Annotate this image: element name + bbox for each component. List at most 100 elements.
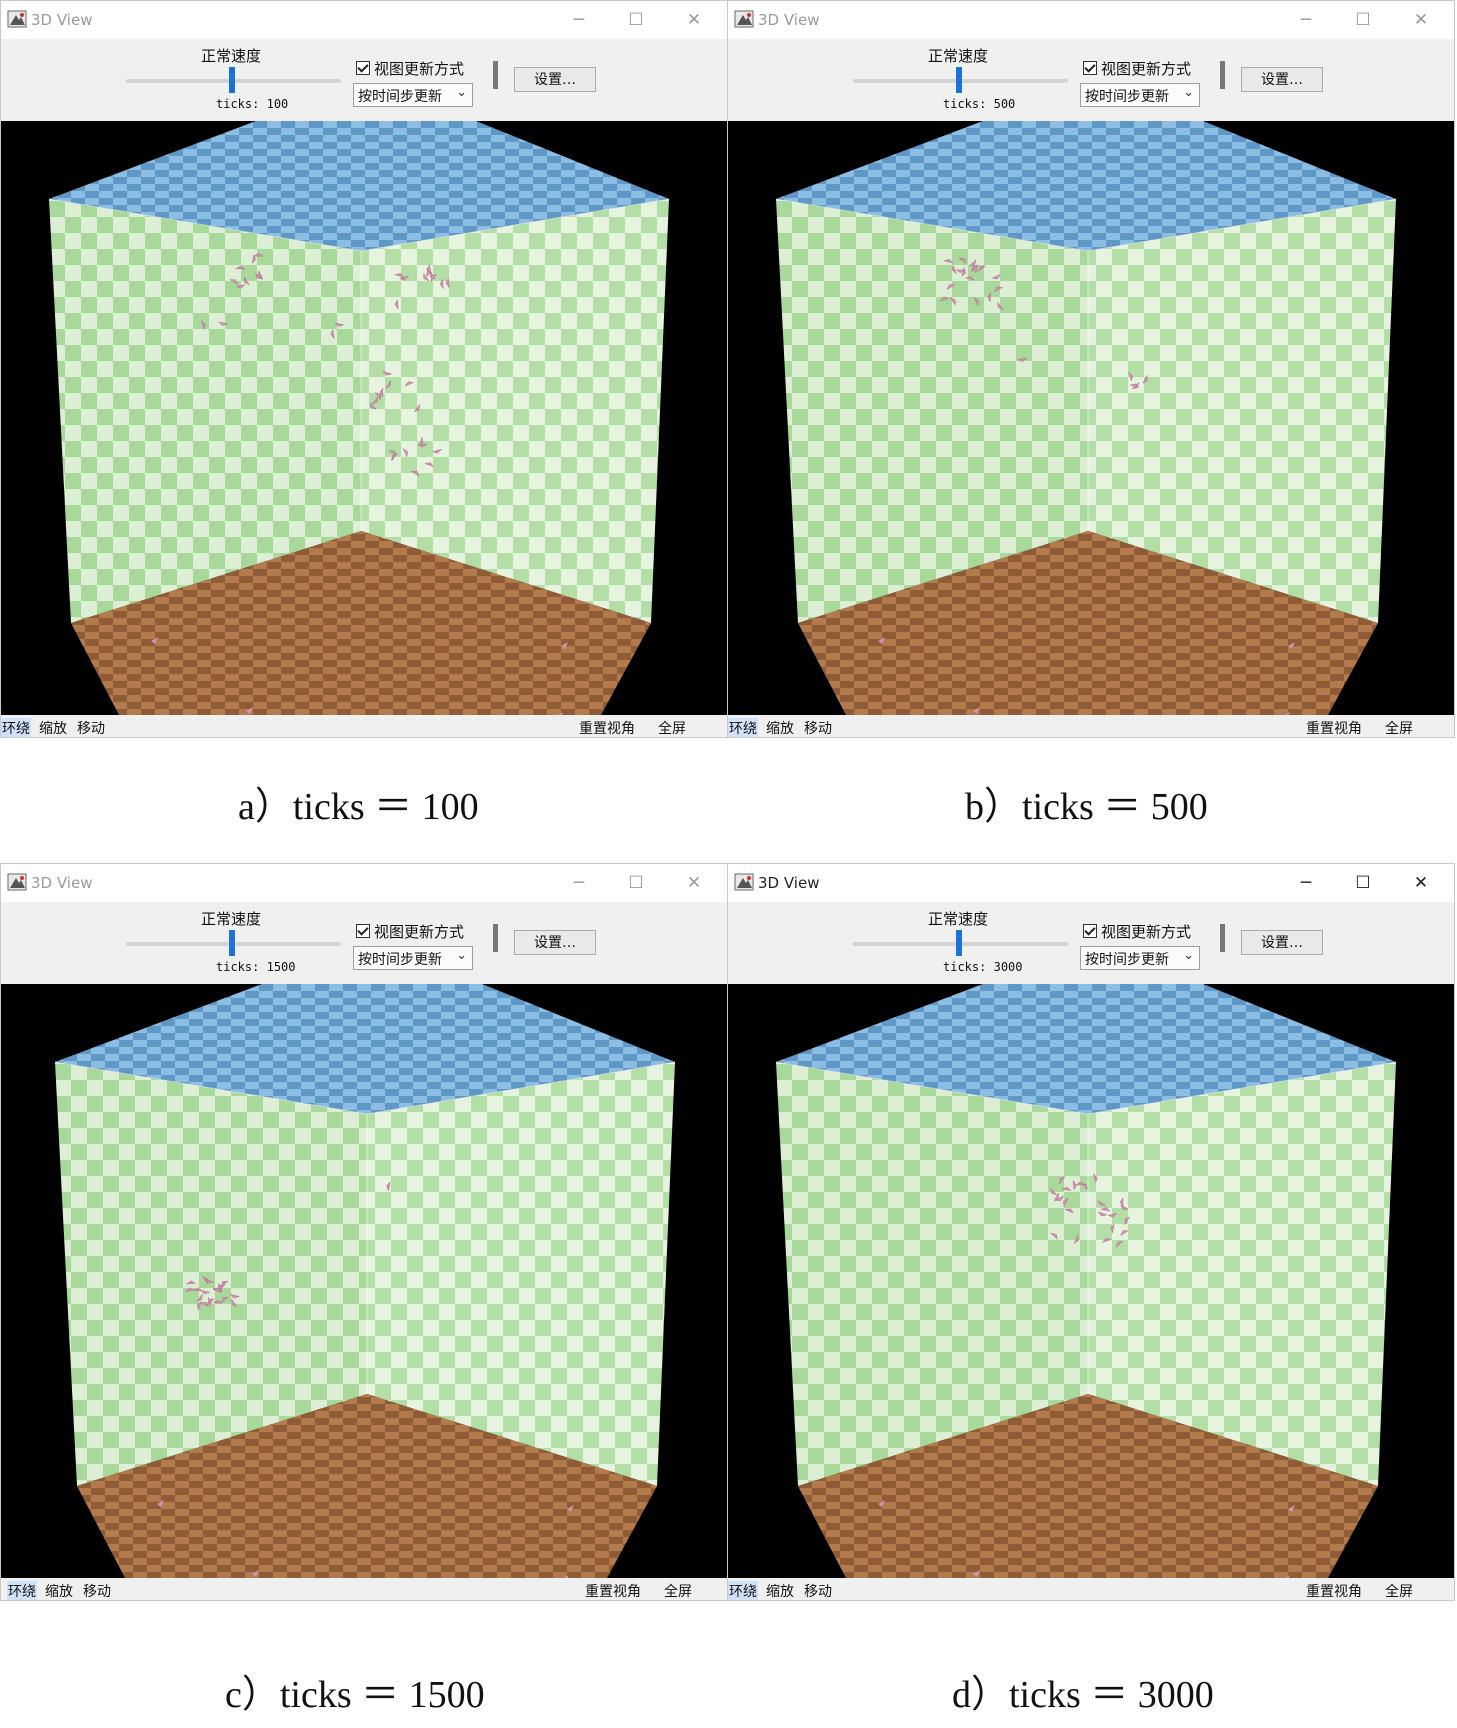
3d-viewport[interactable] (1, 984, 727, 1578)
agent-marker (218, 321, 229, 326)
close-icon[interactable]: ✕ (1413, 10, 1429, 30)
agent-marker (1288, 642, 1295, 649)
agent-marker (252, 1570, 259, 1577)
zoom-mode[interactable]: 缩放 (39, 721, 67, 737)
checkbox-label: 视图更新方式 (374, 60, 465, 78)
dropdown-value: 按时间步更新 (358, 952, 442, 968)
fullscreen-button[interactable]: 全屏 (1385, 721, 1413, 737)
agent-marker (212, 1288, 223, 1294)
settings-button[interactable]: 设置… (1241, 67, 1323, 92)
update-mode-dropdown[interactable]: 按时间步更新 ⌄ (1080, 946, 1200, 970)
maximize-icon[interactable]: ☐ (1355, 873, 1371, 893)
room-group (775, 121, 1397, 715)
settings-button[interactable]: 设置… (514, 67, 596, 92)
agent-marker (1119, 1230, 1129, 1237)
checkbox-icon[interactable] (1083, 924, 1097, 938)
view-update-checkbox[interactable]: 视图更新方式 (356, 921, 464, 942)
move-mode[interactable]: 移动 (77, 721, 105, 737)
agent-marker (192, 1287, 203, 1292)
agent-marker (977, 265, 987, 273)
fullscreen-button[interactable]: 全屏 (658, 721, 686, 737)
speed-slider-thumb[interactable] (229, 67, 235, 93)
agent-marker (386, 1181, 391, 1192)
dropdown-value: 按时间步更新 (1085, 89, 1169, 105)
chevron-down-icon: ⌄ (456, 948, 467, 963)
orbit-mode[interactable]: 环绕 (7, 1581, 37, 1600)
orbit-mode[interactable]: 环绕 (1, 718, 31, 737)
maximize-icon[interactable]: ☐ (628, 873, 644, 893)
title-bar[interactable]: 3D View ─ ☐ ✕ (1, 864, 727, 903)
agent-marker (1100, 1207, 1111, 1212)
close-icon[interactable]: ✕ (686, 873, 702, 893)
3d-viewport[interactable] (1, 121, 727, 715)
fullscreen-button[interactable]: 全屏 (664, 1584, 692, 1600)
agent-marker (939, 296, 950, 302)
title-bar[interactable]: 3D View ─ ☐ ✕ (728, 864, 1454, 903)
reset-view-button[interactable]: 重置视角 (585, 1584, 641, 1600)
agent-marker (374, 391, 381, 401)
speed-slider-thumb[interactable] (229, 930, 235, 956)
floor-plane (77, 1394, 657, 1578)
agent-marker (561, 642, 568, 649)
agent-marker (1092, 1172, 1098, 1184)
chevron-down-icon: ⌄ (1183, 948, 1194, 963)
move-mode[interactable]: 移动 (804, 721, 832, 737)
update-mode-dropdown[interactable]: 按时间步更新 ⌄ (1080, 83, 1200, 107)
settings-button[interactable]: 设置… (1241, 930, 1323, 955)
settings-button[interactable]: 设置… (514, 930, 596, 955)
agent-marker (1049, 1232, 1058, 1241)
minimize-icon[interactable]: ─ (573, 10, 585, 30)
agent-marker (371, 395, 379, 405)
3d-viewport[interactable] (728, 121, 1454, 715)
agent-marker (949, 296, 956, 307)
agent-marker (423, 462, 435, 468)
agent-marker (1064, 1208, 1074, 1214)
agent-marker (567, 1505, 574, 1512)
minimize-icon[interactable]: ─ (573, 873, 585, 893)
agent-marker (997, 301, 1005, 311)
close-icon[interactable]: ✕ (1413, 873, 1429, 893)
3d-viewport[interactable] (728, 984, 1454, 1578)
update-mode-dropdown[interactable]: 按时间步更新 ⌄ (353, 946, 473, 970)
update-mode-dropdown[interactable]: 按时间步更新 ⌄ (353, 83, 473, 107)
minimize-icon[interactable]: ─ (1300, 10, 1312, 30)
zoom-mode[interactable]: 缩放 (766, 1584, 794, 1600)
move-mode[interactable]: 移动 (83, 1584, 111, 1600)
ticks-label: ticks: (216, 97, 260, 111)
view-update-checkbox[interactable]: 视图更新方式 (1083, 58, 1191, 79)
agent-marker (1129, 383, 1140, 389)
maximize-icon[interactable]: ☐ (628, 10, 644, 30)
orbit-mode[interactable]: 环绕 (728, 1581, 758, 1600)
checkbox-icon[interactable] (1083, 61, 1097, 75)
view-update-checkbox[interactable]: 视图更新方式 (1083, 921, 1191, 942)
agent-marker (234, 265, 246, 270)
title-bar[interactable]: 3D View ─ ☐ ✕ (728, 1, 1454, 40)
agent-marker (413, 403, 421, 412)
floor-plane (798, 531, 1378, 715)
ceiling-plane (776, 121, 1396, 251)
checkbox-label: 视图更新方式 (1101, 923, 1192, 941)
ticks-label: ticks: (216, 960, 260, 974)
agent-marker (987, 291, 992, 303)
fullscreen-button[interactable]: 全屏 (1385, 1584, 1413, 1600)
close-icon[interactable]: ✕ (686, 10, 702, 30)
title-bar[interactable]: 3D View ─ ☐ ✕ (1, 1, 727, 40)
minimize-icon[interactable]: ─ (1300, 873, 1312, 893)
view-update-checkbox[interactable]: 视图更新方式 (356, 58, 464, 79)
agent-marker (1107, 1212, 1118, 1218)
reset-view-button[interactable]: 重置视角 (1306, 1584, 1362, 1600)
speed-slider-thumb[interactable] (956, 67, 962, 93)
checkbox-icon[interactable] (356, 924, 370, 938)
speed-slider-thumb[interactable] (956, 930, 962, 956)
ticks-value: 1500 (266, 960, 296, 974)
agent-marker (423, 272, 430, 282)
right-wall (1088, 1062, 1396, 1486)
orbit-mode[interactable]: 环绕 (728, 718, 758, 737)
zoom-mode[interactable]: 缩放 (45, 1584, 73, 1600)
maximize-icon[interactable]: ☐ (1355, 10, 1371, 30)
reset-view-button[interactable]: 重置视角 (579, 721, 635, 737)
checkbox-icon[interactable] (356, 61, 370, 75)
reset-view-button[interactable]: 重置视角 (1306, 721, 1362, 737)
move-mode[interactable]: 移动 (804, 1584, 832, 1600)
zoom-mode[interactable]: 缩放 (766, 721, 794, 737)
